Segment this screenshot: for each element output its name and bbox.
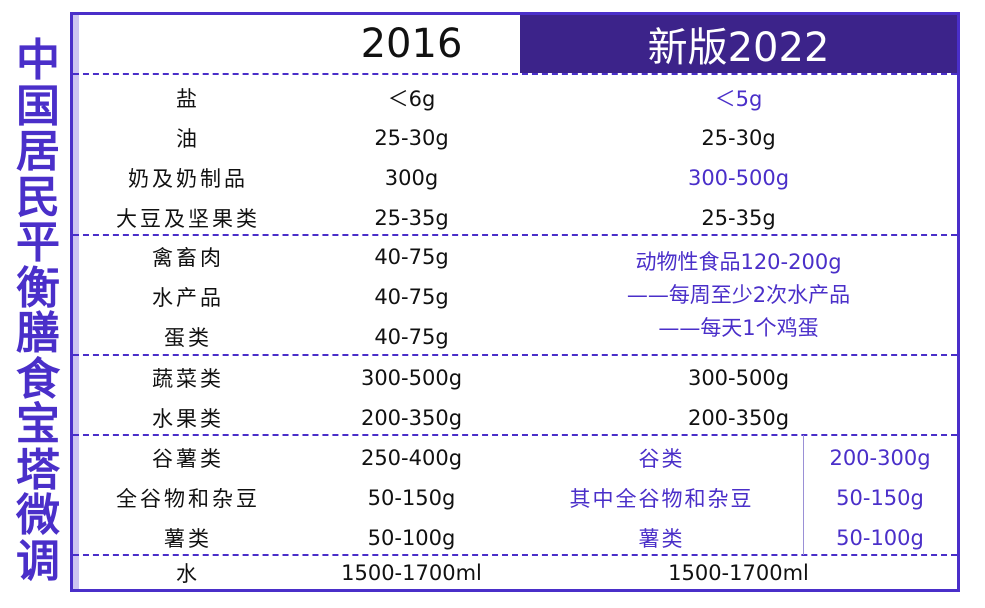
row-divider bbox=[73, 434, 957, 436]
side-title-char: 中 bbox=[16, 35, 60, 86]
value-2016: 40-75g bbox=[374, 325, 449, 349]
side-title-char: 居 bbox=[16, 126, 60, 177]
food-name: 蛋类 bbox=[164, 326, 212, 350]
side-title-char: 宝 bbox=[16, 399, 60, 450]
value-2016: 50-150g bbox=[367, 486, 456, 510]
side-title-char: 微 bbox=[16, 490, 60, 541]
protein-note-line: ——每周至少2次水产品 bbox=[626, 282, 851, 307]
value-2016: 200-350g bbox=[360, 406, 463, 430]
value-2022: ＜5g bbox=[714, 87, 763, 111]
row-divider bbox=[73, 554, 957, 556]
protein-note-line: ——每天1个鸡蛋 bbox=[658, 315, 819, 340]
header-2016: 2016 bbox=[303, 15, 520, 73]
value-2022: 200-300g bbox=[829, 446, 931, 470]
side-title-char: 调 bbox=[16, 535, 60, 587]
food-name: 奶及奶制品 bbox=[128, 167, 248, 191]
row-divider bbox=[73, 354, 957, 356]
food-name: 谷薯类 bbox=[152, 447, 224, 471]
side-title: 中 国 居 民 平 衡 膳 食 宝 塔 微 调 bbox=[10, 38, 66, 584]
value-2016: 25-35g bbox=[374, 206, 449, 230]
value-2022: 50-100g bbox=[836, 526, 924, 550]
food-name: 禽畜肉 bbox=[152, 246, 224, 270]
value-2016: 250-400g bbox=[360, 446, 463, 470]
value-2022: 300-500g bbox=[687, 166, 790, 190]
comparison-table: 2016 新版2022 盐 ＜6g ＜5g 油 25-30g 25-30g 奶及… bbox=[70, 12, 960, 592]
food-name: 水产品 bbox=[152, 286, 224, 310]
food-name: 全谷物和杂豆 bbox=[116, 487, 260, 511]
food-name: 盐 bbox=[176, 87, 200, 111]
protein-2022-note: 动物性食品120-200g ——每周至少2次水产品 ——每天1个鸡蛋 bbox=[520, 235, 957, 355]
protein-note-line: 动物性食品120-200g bbox=[635, 249, 842, 274]
side-title-char: 衡 bbox=[16, 262, 60, 314]
food-name: 水 bbox=[176, 562, 200, 586]
value-2016: 40-75g bbox=[374, 285, 449, 309]
new-food-name: 其中全谷物和杂豆 bbox=[569, 487, 754, 511]
side-title-char: 膳 bbox=[16, 308, 60, 359]
value-2016: 50-100g bbox=[367, 526, 456, 550]
value-2022: 300-500g bbox=[687, 366, 790, 390]
value-2016: 40-75g bbox=[374, 245, 449, 269]
value-2016: 25-30g bbox=[374, 126, 449, 150]
side-title-char: 国 bbox=[16, 80, 60, 132]
value-2022: 200-350g bbox=[687, 406, 790, 430]
value-2022: 25-35g bbox=[701, 206, 776, 230]
side-title-char: 平 bbox=[16, 217, 60, 268]
side-title-char: 食 bbox=[16, 353, 60, 405]
food-name: 大豆及坚果类 bbox=[116, 207, 260, 231]
new-food-name: 谷类 bbox=[638, 447, 685, 471]
header-2022: 新版2022 bbox=[520, 15, 957, 73]
side-title-char: 塔 bbox=[16, 444, 60, 496]
new-food-name: 薯类 bbox=[638, 527, 685, 551]
food-name: 油 bbox=[176, 127, 200, 151]
side-title-char: 民 bbox=[16, 171, 60, 223]
row-divider bbox=[73, 234, 957, 236]
value-2022: 1500-1700ml bbox=[668, 561, 809, 585]
value-2022: 50-150g bbox=[836, 486, 924, 510]
value-2016: ＜6g bbox=[387, 87, 436, 111]
food-name: 薯类 bbox=[164, 527, 212, 551]
food-name: 蔬菜类 bbox=[152, 367, 224, 391]
value-2022: 25-30g bbox=[701, 126, 776, 150]
value-2016: 300g bbox=[384, 166, 439, 190]
value-2016: 1500-1700ml bbox=[341, 561, 482, 585]
row-divider bbox=[73, 73, 957, 75]
value-2016: 300-500g bbox=[360, 366, 463, 390]
food-name: 水果类 bbox=[152, 407, 224, 431]
column-divider bbox=[803, 435, 804, 555]
